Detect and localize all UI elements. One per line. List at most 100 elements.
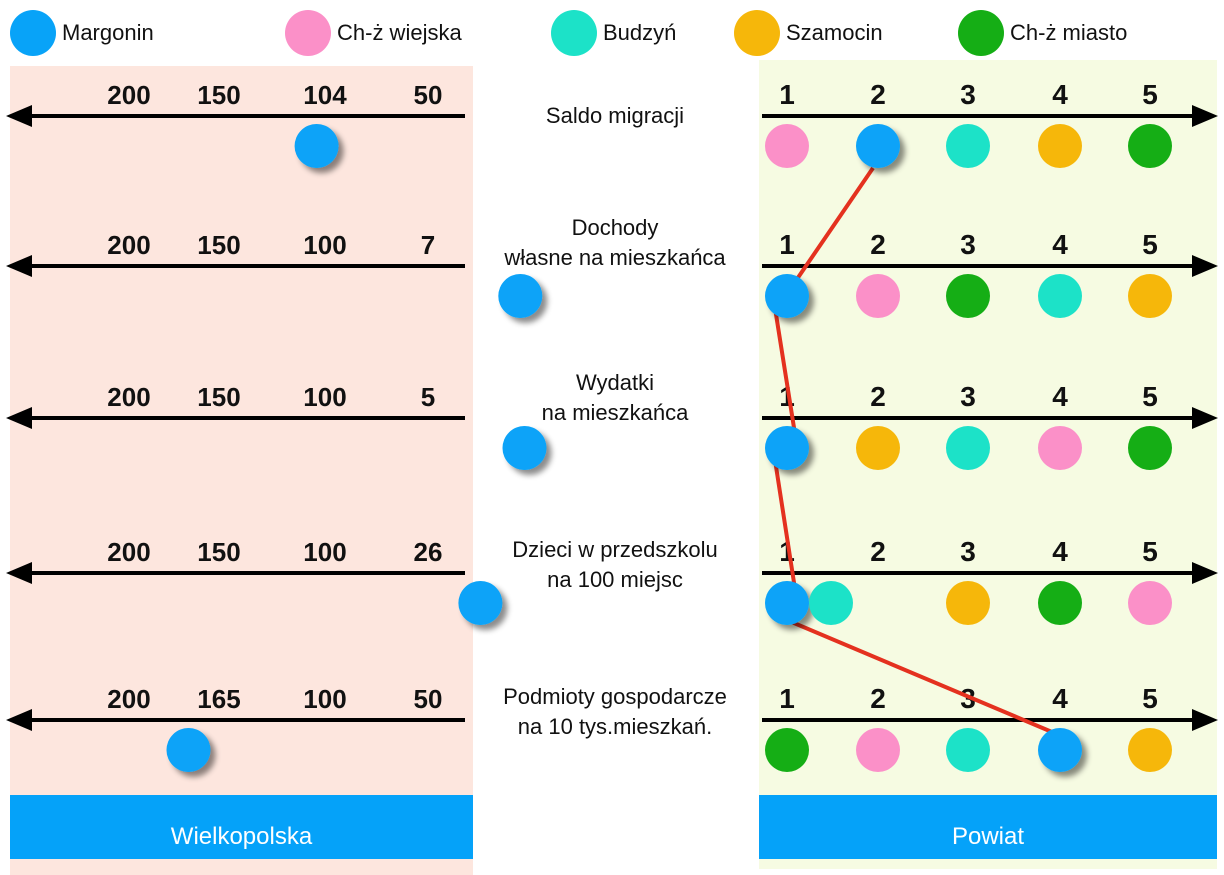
county-dot-ch-z-wiejska	[856, 728, 900, 772]
county-dot-budzyn	[809, 581, 853, 625]
county-dot-margonin	[765, 581, 809, 625]
rank-tick-label: 3	[960, 381, 976, 412]
rank-tick-label: 5	[1142, 683, 1158, 714]
rank-tick-label: 3	[960, 536, 976, 567]
metric-label: Saldo migracji	[465, 101, 765, 131]
right-panel-title: Powiat	[951, 823, 1025, 850]
rank-tick-label: 4	[1052, 229, 1068, 260]
county-dot-budzyn	[1038, 274, 1082, 318]
county-dot-szamocin	[1128, 274, 1172, 318]
rank-tick-label: 3	[960, 229, 976, 260]
legend-swatch	[551, 10, 597, 56]
left-panel-banner: Wielkopolska	[10, 795, 473, 859]
metric-label-line: Saldo migracji	[545, 103, 685, 128]
legend-swatch	[10, 10, 56, 56]
legend-item-szamocin: Szamocin	[734, 10, 883, 56]
left-tick-label: 200	[107, 230, 150, 260]
left-tick-label: 200	[107, 80, 150, 110]
left-tick-label: 200	[107, 684, 150, 714]
metric-label-line: Wydatki	[575, 370, 655, 395]
legend-item-ch-z-miasto: Ch-ż miasto	[958, 10, 1127, 56]
county-dot-szamocin	[856, 426, 900, 470]
left-tick-label: 150	[197, 80, 240, 110]
county-dot-margonin	[856, 124, 900, 168]
metric-label-line: Dzieci w przedszkolu	[512, 537, 718, 562]
metric-label: Podmioty gospodarcze na 10 tys.mieszkań.	[465, 682, 765, 742]
right-panel-banner: Powiat	[759, 795, 1217, 859]
region-rank-dot	[458, 581, 503, 625]
metric-label-line: Dochody	[571, 215, 659, 240]
rank-tick-label: 2	[870, 229, 886, 260]
legend-item-budzyn: Budzyń	[551, 10, 676, 56]
county-dot-ch-z-miasto	[946, 274, 990, 318]
county-dot-ch-z-wiejska	[1128, 581, 1172, 625]
county-dot-ch-z-wiejska	[1038, 426, 1082, 470]
left-tick-label: 100	[303, 537, 346, 567]
right-axis-arrow	[1192, 255, 1218, 277]
left-axis-arrow	[6, 255, 32, 277]
left-tick-label: 100	[303, 230, 346, 260]
legend-label: Ch-ż wiejska	[337, 20, 462, 45]
legend-swatch	[958, 10, 1004, 56]
metric-label: Dzieci w przedszkolu na 100 miejsc	[465, 535, 765, 595]
left-tick-label: 7	[421, 230, 435, 260]
rank-tick-label: 1	[779, 683, 795, 714]
rank-tick-label: 1	[779, 229, 795, 260]
legend-label: Budzyń	[603, 20, 677, 45]
legend-swatch	[734, 10, 780, 56]
county-dot-ch-z-miasto	[1128, 124, 1172, 168]
county-dot-margonin	[1038, 728, 1082, 772]
legend-item-ch-z-wiejska: Ch-ż wiejska	[285, 10, 462, 56]
legend-label: Margonin	[62, 20, 154, 45]
left-axis-arrow	[6, 562, 32, 584]
left-tick-label: 50	[414, 684, 443, 714]
right-axis-arrow	[1192, 709, 1218, 731]
metric-label: Dochody własne na mieszkańca	[465, 213, 765, 273]
county-dot-szamocin	[1038, 124, 1082, 168]
county-dot-ch-z-miasto	[765, 728, 809, 772]
left-tick-label: 200	[107, 537, 150, 567]
left-tick-label: 100	[303, 382, 346, 412]
right-axis-arrow	[1192, 562, 1218, 584]
county-dot-szamocin	[1128, 728, 1172, 772]
county-dot-margonin	[765, 274, 809, 318]
legend-label: Szamocin	[786, 20, 883, 45]
right-axis-arrow	[1192, 407, 1218, 429]
region-rank-dot	[294, 124, 339, 168]
legend-swatch	[285, 10, 331, 56]
region-rank-dot	[498, 274, 543, 318]
rank-tick-label: 1	[779, 79, 795, 110]
region-rank-dot	[502, 426, 547, 470]
rank-tick-label: 2	[870, 79, 886, 110]
region-rank-dot	[166, 728, 211, 772]
left-tick-label: 104	[303, 80, 347, 110]
metric-label-line: na 100 miejsc	[547, 567, 683, 592]
metric-label-line: na mieszkańca	[541, 400, 689, 425]
rank-tick-label: 4	[1052, 683, 1068, 714]
left-axis-arrow	[6, 407, 32, 429]
rank-tick-label: 5	[1142, 229, 1158, 260]
rank-tick-label: 5	[1142, 381, 1158, 412]
left-tick-label: 150	[197, 382, 240, 412]
rank-tick-label: 5	[1142, 536, 1158, 567]
legend-item-margonin: Margonin	[10, 10, 154, 56]
county-dot-budzyn	[946, 728, 990, 772]
left-tick-label: 165	[197, 684, 240, 714]
right-axis-arrow	[1192, 105, 1218, 127]
left-panel-title: Wielkopolska	[170, 823, 313, 850]
county-dot-budzyn	[946, 124, 990, 168]
rank-tick-label: 3	[960, 79, 976, 110]
rank-tick-label: 4	[1052, 536, 1068, 567]
margonin-rank-connector	[773, 166, 1053, 734]
rank-tick-label: 5	[1142, 79, 1158, 110]
county-dot-ch-z-wiejska	[765, 124, 809, 168]
left-axis-arrow	[6, 105, 32, 127]
rank-tick-label: 4	[1052, 79, 1068, 110]
left-tick-label: 5	[421, 382, 435, 412]
county-dot-szamocin	[946, 581, 990, 625]
left-tick-label: 26	[414, 537, 443, 567]
county-dot-budzyn	[946, 426, 990, 470]
rank-tick-label: 4	[1052, 381, 1068, 412]
county-dot-margonin	[765, 426, 809, 470]
legend-label: Ch-ż miasto	[1010, 20, 1128, 45]
